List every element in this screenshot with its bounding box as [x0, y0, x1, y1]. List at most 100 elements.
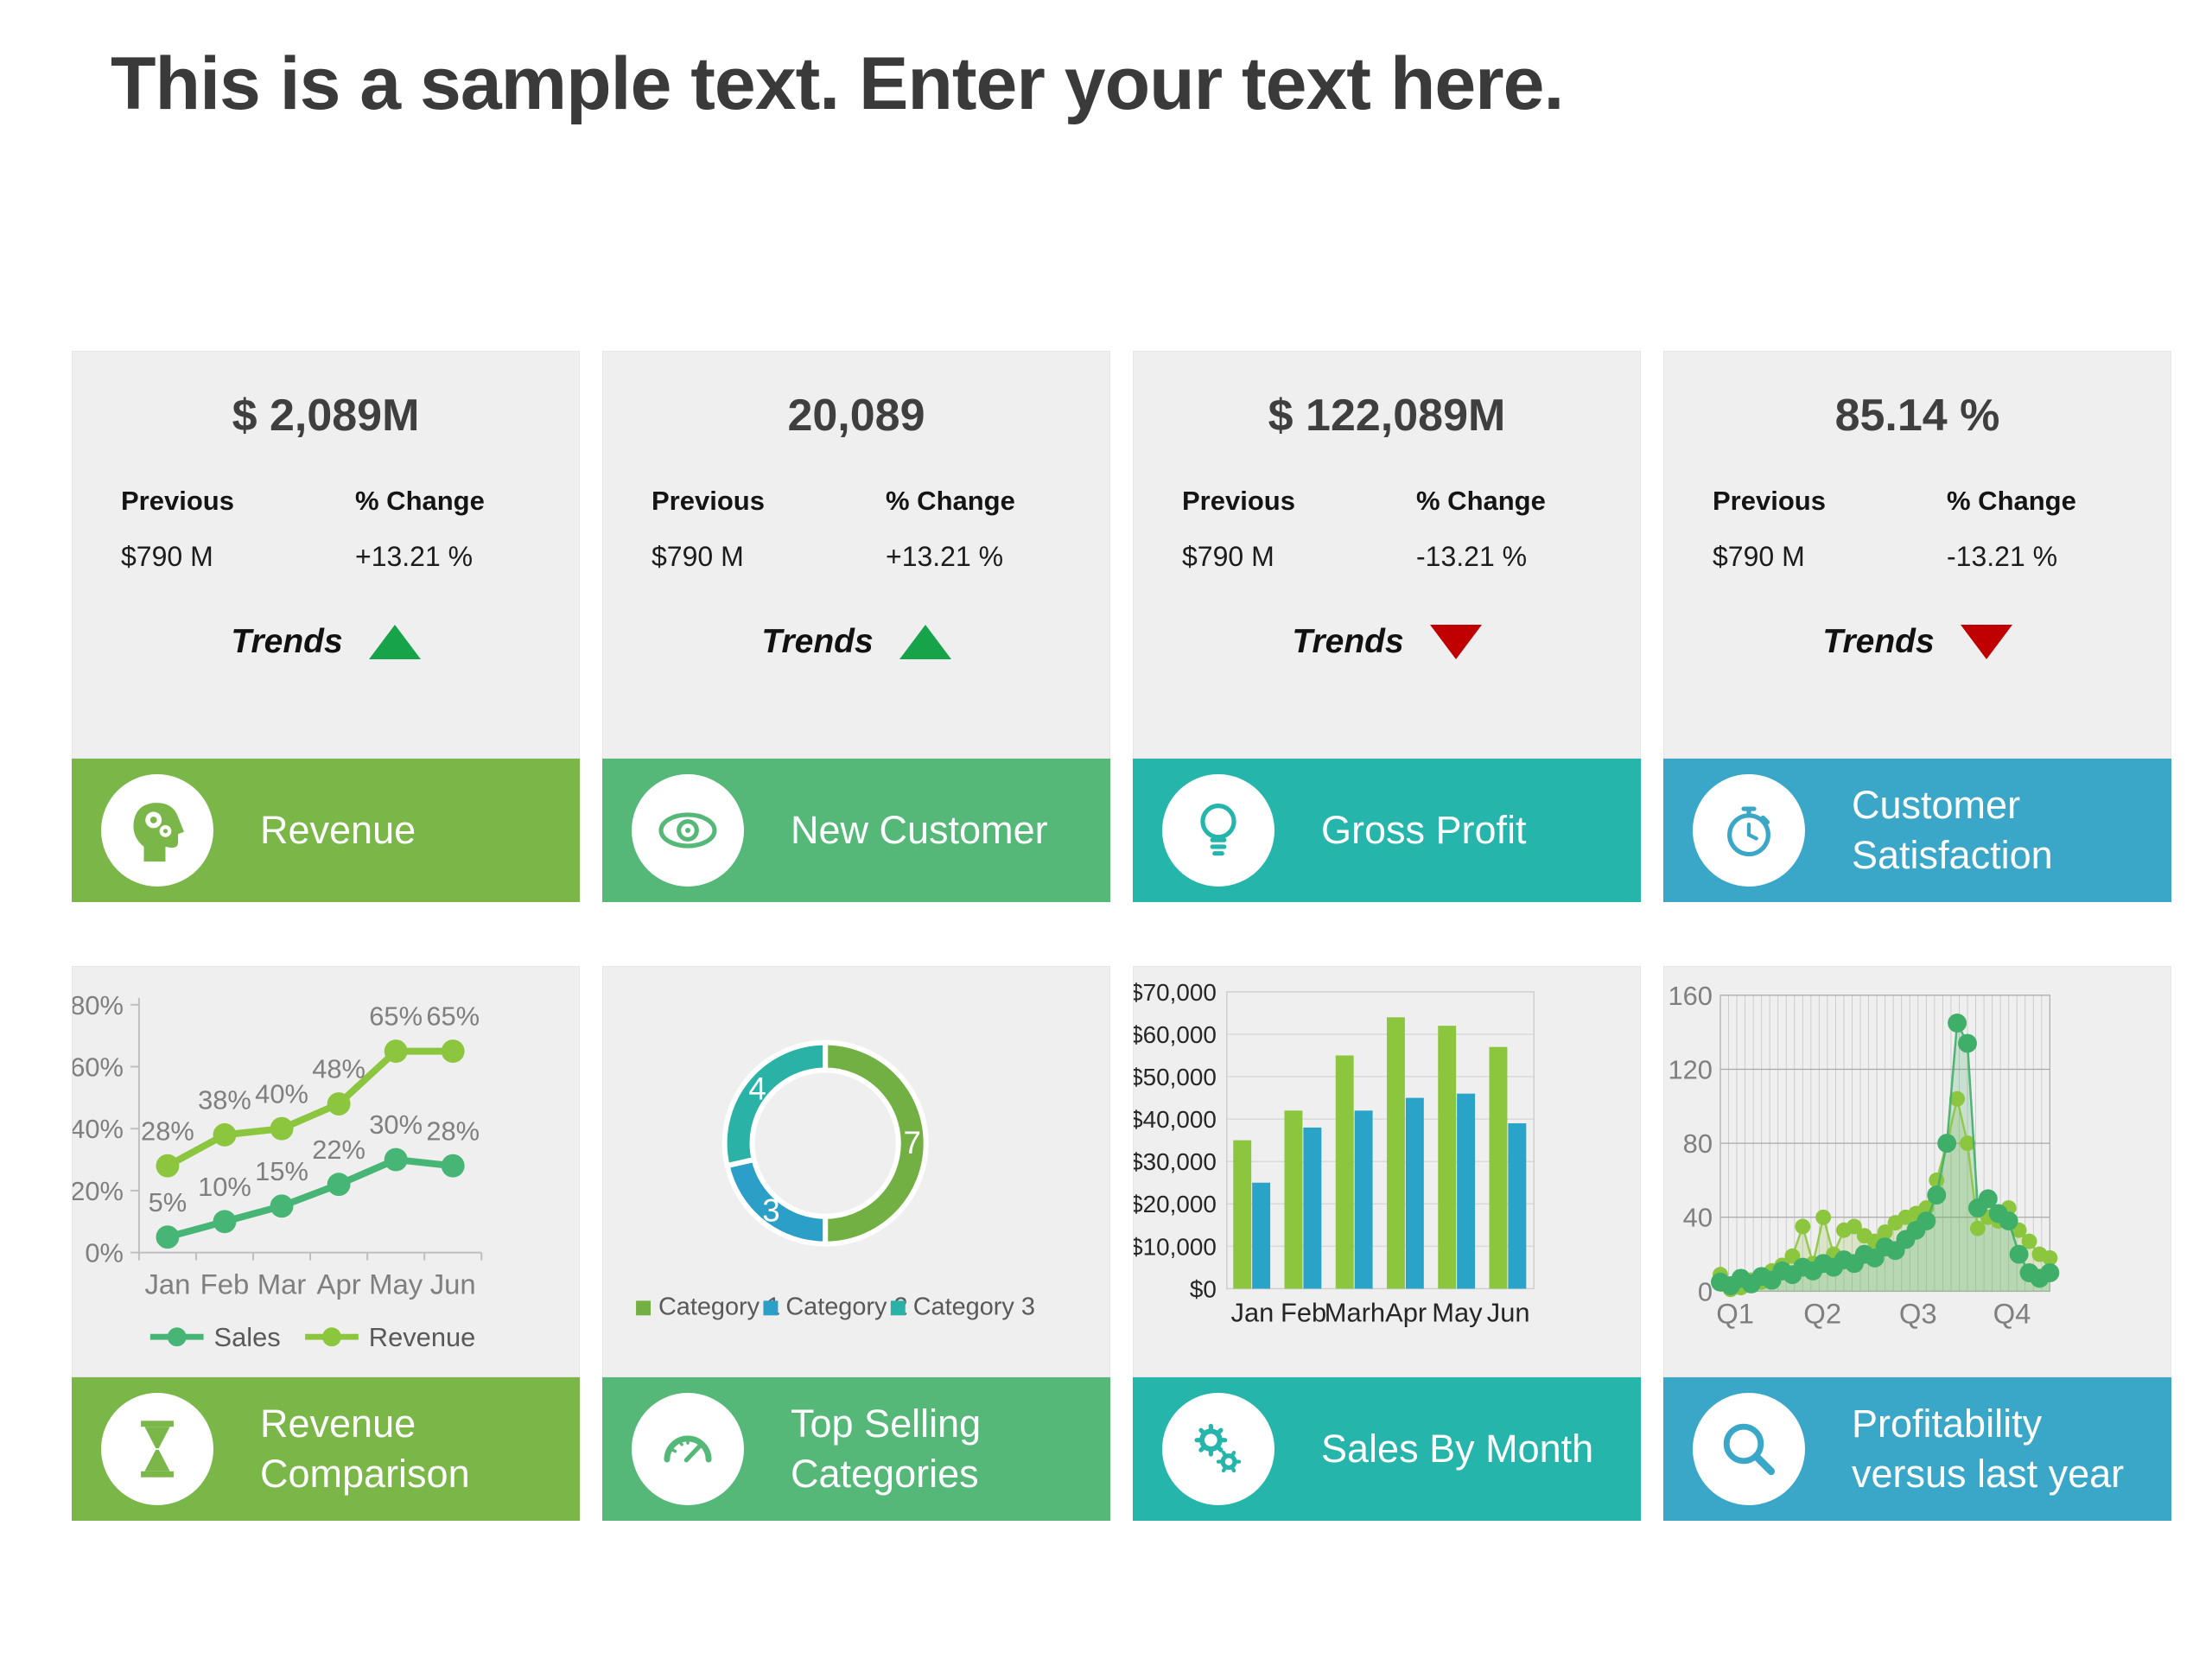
eye-icon: [632, 774, 744, 887]
svg-text:38%: 38%: [198, 1085, 251, 1116]
svg-text:$30,000: $30,000: [1134, 1148, 1217, 1175]
chart-card-sales-by-month: $0 $10,000 $20,000 $30,000 $40,000 $50,000 $60…: [1133, 966, 1641, 1521]
svg-text:Jun: Jun: [430, 1268, 476, 1300]
svg-text:30%: 30%: [369, 1109, 423, 1140]
svg-text:48%: 48%: [312, 1054, 365, 1084]
svg-text:$0: $0: [1190, 1275, 1217, 1302]
change-label: % Change: [355, 486, 485, 517]
svg-text:$20,000: $20,000: [1134, 1191, 1217, 1217]
change-value: +13.21 %: [355, 541, 474, 573]
svg-text:Q1: Q1: [1716, 1297, 1754, 1329]
kpi-card-body: 20,089 Previous $790 M % Change +13.21 %…: [602, 351, 1110, 759]
chart-card-revenue-comparison: 0% 20% 40% 60% 80% Jan Feb Mar Apr May Jun 5% 10% 15%…: [72, 966, 580, 1521]
head-gears-icon: [101, 774, 213, 887]
change-label: % Change: [1947, 486, 2076, 517]
chart-footer-top-selling-categories: Top Selling Categories: [602, 1377, 1110, 1521]
svg-text:5%: 5%: [149, 1187, 188, 1217]
chart-footer-label: Sales By Month: [1321, 1426, 1594, 1471]
svg-text:10%: 10%: [198, 1172, 251, 1202]
svg-text:$70,000: $70,000: [1134, 979, 1217, 1006]
svg-text:Apr: Apr: [317, 1268, 361, 1300]
lightbulb-icon: [1162, 774, 1274, 887]
svg-text:$40,000: $40,000: [1134, 1106, 1217, 1133]
svg-text:40%: 40%: [255, 1078, 308, 1109]
svg-text:May: May: [1432, 1297, 1483, 1327]
kpi-footer-label: Revenue: [260, 807, 416, 852]
change-label: % Change: [886, 486, 1015, 517]
svg-text:7: 7: [903, 1125, 920, 1160]
svg-text:Feb: Feb: [200, 1268, 250, 1300]
kpi-footer-label: Customer Satisfaction: [1852, 782, 2053, 878]
svg-text:Apr: Apr: [1385, 1297, 1427, 1327]
hourglass-icon: [101, 1393, 213, 1505]
kpi-card-new-customer: 20,089 Previous $790 M % Change +13.21 %…: [602, 351, 1110, 902]
svg-text:Marh: Marh: [1325, 1297, 1385, 1327]
chart-footer-profitability: Profitability versus last year: [1663, 1377, 2171, 1521]
svg-text:Jan: Jan: [1231, 1297, 1274, 1327]
kpi-card-customer-satisfaction: 85.14 % Previous $790 M % Change -13.21 …: [1663, 351, 2171, 902]
kpi-footer-gross-profit: Gross Profit: [1133, 759, 1641, 902]
svg-text:60%: 60%: [73, 1052, 124, 1082]
svg-text:Q4: Q4: [1993, 1297, 2031, 1329]
svg-text:15%: 15%: [255, 1156, 308, 1186]
trends-label: Trends: [761, 623, 874, 661]
svg-text:0: 0: [1698, 1276, 1713, 1306]
svg-text:80%: 80%: [73, 990, 124, 1020]
svg-text:Jun: Jun: [1487, 1297, 1530, 1327]
trend-up-icon: [899, 625, 951, 660]
kpi-footer-customer-satisfaction: Customer Satisfaction: [1663, 759, 2171, 902]
svg-text:Sales: Sales: [214, 1322, 281, 1352]
kpi-row: $ 2,089M Previous $790 M % Change +13.21…: [72, 351, 2171, 902]
chart-row: 0% 20% 40% 60% 80% Jan Feb Mar Apr May Jun 5% 10% 15%…: [72, 966, 2171, 1521]
chart-card-body: 0% 20% 40% 60% 80% Jan Feb Mar Apr May Jun 5% 10% 15%…: [72, 966, 580, 1377]
trend-down-icon: [1960, 625, 2012, 660]
chart-footer-revenue-comparison: Revenue Comparison: [72, 1377, 580, 1521]
chart-footer-label: Profitability versus last year: [1852, 1401, 2125, 1497]
svg-text:22%: 22%: [312, 1135, 365, 1165]
svg-text:$10,000: $10,000: [1134, 1233, 1217, 1260]
previous-label: Previous: [652, 486, 765, 517]
svg-text:Jan: Jan: [144, 1268, 190, 1300]
svg-text:Category 2: Category 2: [785, 1293, 907, 1320]
chart-card-body: 0 40 80 120 160 Q1 Q2 Q3 Q4: [1663, 966, 2171, 1377]
svg-text:3: 3: [762, 1193, 779, 1229]
change-label: % Change: [1416, 486, 1546, 517]
trends-label: Trends: [1822, 623, 1935, 661]
svg-text:40%: 40%: [73, 1114, 124, 1144]
previous-value: $790 M: [121, 541, 213, 573]
kpi-footer-revenue: Revenue: [72, 759, 580, 902]
svg-text:Category 3: Category 3: [913, 1293, 1035, 1320]
svg-text:$50,000: $50,000: [1134, 1064, 1217, 1090]
kpi-footer-label: Gross Profit: [1321, 807, 1527, 852]
kpi-card-body: $ 2,089M Previous $790 M % Change +13.21…: [72, 351, 580, 759]
trends-label: Trends: [231, 623, 343, 661]
previous-label: Previous: [1713, 486, 1826, 517]
svg-text:Q2: Q2: [1803, 1297, 1841, 1329]
kpi-value: $ 122,089M: [1268, 391, 1506, 441]
trend-down-icon: [1429, 625, 1482, 660]
svg-text:Q3: Q3: [1899, 1297, 1937, 1329]
chart-card-profitability: 0 40 80 120 160 Q1 Q2 Q3 Q4 Profitability versus…: [1663, 966, 2171, 1521]
svg-text:65%: 65%: [369, 1001, 423, 1032]
change-value: -13.21 %: [1947, 541, 2058, 573]
chart-footer-label: Revenue Comparison: [260, 1401, 470, 1497]
kpi-footer-new-customer: New Customer: [602, 759, 1110, 902]
svg-text:0%: 0%: [85, 1238, 124, 1268]
kpi-card-gross-profit: $ 122,089M Previous $790 M % Change -13.…: [1133, 351, 1641, 902]
svg-text:May: May: [369, 1268, 423, 1300]
previous-label: Previous: [121, 486, 234, 517]
trend-up-icon: [368, 625, 421, 660]
svg-text:28%: 28%: [426, 1116, 480, 1146]
kpi-value: $ 2,089M: [232, 391, 420, 441]
svg-text:80: 80: [1683, 1128, 1713, 1159]
svg-text:160: 160: [1669, 981, 1713, 1011]
kpi-footer-label: New Customer: [791, 807, 1048, 852]
page-title: This is a sample text. Enter your text h…: [111, 42, 1564, 125]
top-selling-categories-chart: 7 3 4 Category 1 Category 2 Category 3: [636, 1039, 1035, 1320]
kpi-card-revenue: $ 2,089M Previous $790 M % Change +13.21…: [72, 351, 580, 902]
svg-text:Revenue: Revenue: [369, 1322, 476, 1352]
previous-value: $790 M: [652, 541, 744, 573]
svg-text:Category 1: Category 1: [658, 1293, 780, 1320]
previous-value: $790 M: [1713, 541, 1805, 573]
kpi-value: 85.14 %: [1834, 391, 2000, 441]
